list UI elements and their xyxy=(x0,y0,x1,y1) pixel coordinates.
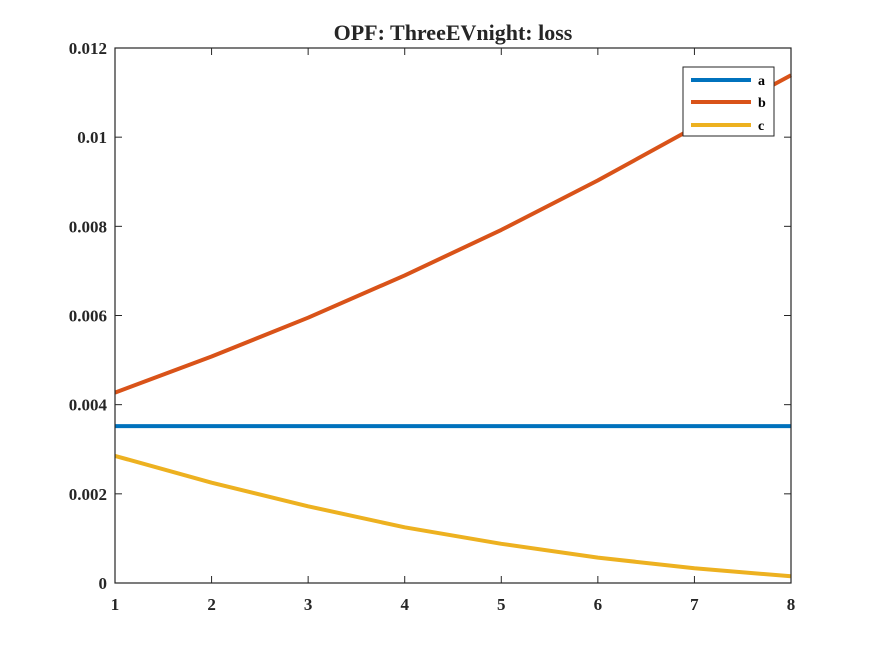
chart-title: OPF: ThreeEVnight: loss xyxy=(334,20,573,45)
y-axis: 0 0.002 0.004 0.006 0.008 0.01 0.012 xyxy=(69,39,791,593)
plot-area: 1 2 3 4 5 6 7 8 0 0.002 0.004 0.006 0.008 0.01 0.012 xyxy=(69,39,796,614)
series-line-c xyxy=(114,453,792,579)
legend-label-b: b xyxy=(758,96,766,111)
series-layer xyxy=(114,73,792,579)
x-tick-label: 1 xyxy=(111,595,120,614)
legend-label-a: a xyxy=(758,74,765,89)
x-tick-label: 6 xyxy=(594,595,603,614)
y-tick-label: 0 xyxy=(99,574,108,593)
x-axis: 1 2 3 4 5 6 7 8 xyxy=(111,48,796,614)
y-tick-label: 0.008 xyxy=(69,217,107,236)
y-tick-label: 0.004 xyxy=(69,396,108,415)
y-tick-label: 0.002 xyxy=(69,485,107,504)
x-tick-label: 4 xyxy=(400,595,409,614)
x-tick-label: 7 xyxy=(690,595,699,614)
y-tick-label: 0.006 xyxy=(69,307,107,326)
y-tick-label: 0.01 xyxy=(77,128,107,147)
legend: abc xyxy=(682,66,775,137)
legend-label-c: c xyxy=(758,119,764,134)
series-line-b xyxy=(114,73,792,395)
x-tick-label: 3 xyxy=(304,595,313,614)
x-tick-label: 8 xyxy=(787,595,796,614)
y-tick-label: 0.012 xyxy=(69,39,107,58)
x-tick-label: 2 xyxy=(207,595,216,614)
legend-items: abc xyxy=(691,74,766,134)
x-tick-label: 5 xyxy=(497,595,506,614)
